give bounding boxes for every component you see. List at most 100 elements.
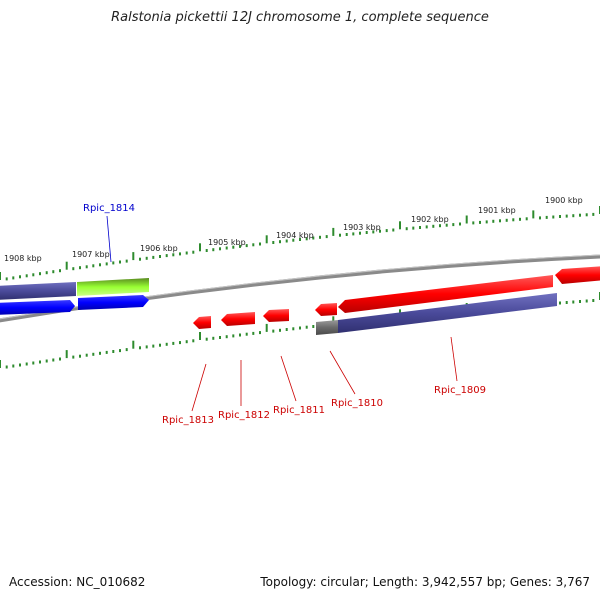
- scale-minor-tick: [419, 226, 421, 229]
- scale-major-tick: [132, 340, 135, 349]
- scale-minor-tick: [105, 350, 108, 354]
- scale-minor-tick: [445, 223, 448, 227]
- scale-minor-tick: [25, 362, 28, 366]
- scale-minor-tick: [565, 301, 568, 304]
- scale-minor-tick: [359, 231, 361, 235]
- scale-minor-tick: [412, 226, 415, 230]
- scale-minor-tick: [239, 333, 241, 337]
- scale-minor-tick: [99, 263, 101, 267]
- scale-minor-tick: [159, 343, 161, 347]
- scale-major-tick: [332, 227, 335, 236]
- scale-minor-tick: [252, 331, 255, 335]
- genome-backbone: [0, 254, 600, 323]
- scale-label: 1900 kbp: [545, 196, 583, 205]
- scale-minor-tick: [52, 270, 55, 274]
- scale-minor-tick: [225, 246, 228, 250]
- scale-minor-tick: [579, 213, 581, 217]
- scale-minor-tick: [299, 238, 301, 241]
- scale-minor-tick: [152, 344, 155, 348]
- reverse-track: [0, 275, 557, 335]
- gene-feature-rpic-1809[interactable]: [338, 293, 557, 333]
- gene-label-rpic-1811[interactable]: Rpic_1811: [273, 405, 325, 416]
- scale-minor-tick: [325, 235, 328, 239]
- scale-minor-tick: [552, 215, 555, 219]
- scale-minor-tick: [272, 329, 275, 333]
- scale-minor-tick: [259, 331, 261, 335]
- scale-minor-tick: [119, 260, 121, 264]
- scale-minor-tick: [139, 346, 141, 350]
- scale-minor-tick: [172, 253, 175, 257]
- scale-minor-tick: [492, 219, 495, 223]
- scale-minor-tick: [192, 250, 195, 254]
- scale-minor-tick: [372, 230, 375, 234]
- scale-minor-tick: [212, 336, 215, 340]
- scale-minor-tick: [125, 259, 128, 263]
- gene-label-rpic-1809[interactable]: Rpic_1809: [434, 385, 486, 396]
- gene-feature[interactable]: [555, 266, 600, 284]
- leader-line: [450, 336, 458, 382]
- leader-line: [329, 350, 356, 395]
- scale-minor-tick: [565, 214, 568, 218]
- gene-feature[interactable]: [0, 282, 76, 300]
- scale-label: 1904 kbp: [276, 231, 314, 240]
- gene-feature-rpic-1813[interactable]: [193, 316, 211, 329]
- gene-feature-rpic-1811[interactable]: [263, 309, 289, 322]
- gene-label-rpic-1814[interactable]: Rpic_1814: [83, 203, 135, 214]
- gene-feature-rpic-1814[interactable]: [77, 278, 149, 296]
- scale-minor-tick: [572, 214, 575, 218]
- scale-minor-tick: [365, 231, 368, 234]
- scale-minor-tick: [205, 337, 208, 341]
- scale-minor-tick: [319, 235, 321, 239]
- scale-minor-tick: [152, 255, 155, 259]
- scale-minor-tick: [232, 334, 235, 338]
- gene-label-rpic-1810[interactable]: Rpic_1810: [331, 398, 383, 409]
- scale-major-tick: [399, 221, 401, 230]
- scale-major-tick: [265, 323, 268, 332]
- scale-minor-tick: [45, 271, 48, 275]
- scale-minor-tick: [285, 239, 288, 243]
- scale-minor-tick: [232, 245, 235, 249]
- scale-minor-tick: [299, 326, 301, 330]
- gene-label-rpic-1812[interactable]: Rpic_1812: [218, 410, 270, 421]
- scale-minor-tick: [585, 299, 588, 303]
- gene-label-rpic-1813[interactable]: Rpic_1813: [162, 415, 214, 426]
- scale-minor-tick: [139, 257, 141, 261]
- scale-minor-tick: [499, 219, 501, 223]
- gene-feature[interactable]: [78, 295, 149, 310]
- scale-minor-tick: [172, 341, 175, 345]
- gene-feature-rpic-1810[interactable]: [315, 303, 337, 316]
- scale-minor-tick: [539, 216, 541, 220]
- scale-minor-tick: [585, 213, 588, 217]
- scale-minor-tick: [305, 325, 308, 329]
- scale-minor-tick: [179, 252, 181, 256]
- scale-minor-tick: [392, 228, 395, 232]
- scale-minor-tick: [339, 233, 341, 237]
- accession-text: Accession: NC_010682: [9, 575, 146, 589]
- scale-major-tick: [199, 243, 201, 252]
- scale-minor-tick: [39, 360, 41, 364]
- scale-label: 1901 kbp: [478, 206, 516, 215]
- scale-minor-tick: [159, 255, 161, 258]
- scale-major-tick: [199, 332, 201, 340]
- gene-feature-rpic-1812[interactable]: [221, 312, 255, 326]
- scale-minor-tick: [519, 217, 521, 221]
- gene-labels: Rpic_1814 Rpic_1813 Rpic_1812 Rpic_1811 …: [83, 203, 486, 426]
- scale-minor-tick: [572, 300, 575, 304]
- gene-feature[interactable]: [316, 320, 338, 335]
- leader-line: [280, 355, 297, 402]
- scale-minor-tick: [439, 224, 441, 228]
- scale-minor-tick: [245, 244, 248, 248]
- scale-major-tick: [132, 252, 135, 261]
- scale-minor-tick: [52, 358, 55, 362]
- scale-minor-tick: [85, 353, 88, 357]
- gene-feature[interactable]: [338, 275, 553, 313]
- scale-label: 1903 kbp: [343, 223, 381, 232]
- scale-minor-tick: [245, 332, 248, 336]
- scale-minor-tick: [592, 299, 595, 302]
- scale-minor-tick: [292, 327, 295, 331]
- scale-major-tick: [65, 261, 68, 270]
- gene-feature[interactable]: [0, 300, 75, 315]
- scale-minor-tick: [485, 220, 488, 224]
- scale-minor-tick: [165, 254, 168, 258]
